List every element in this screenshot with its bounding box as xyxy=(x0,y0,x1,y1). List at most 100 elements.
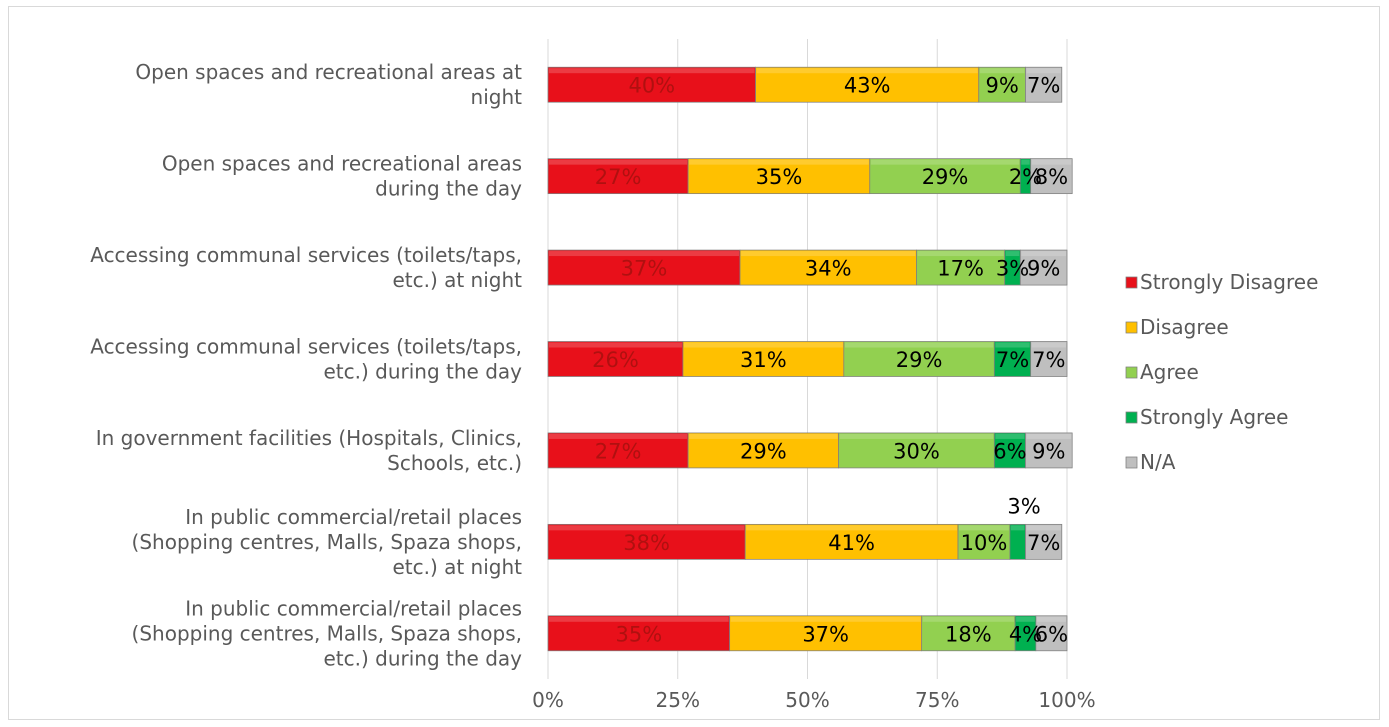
category-label: (Shopping centres, Malls, Spaza shops, xyxy=(132,621,522,645)
bar-highlight xyxy=(1021,159,1030,165)
category-label: Open spaces and recreational areas at xyxy=(135,60,522,84)
chart-frame: 0% 25% 50% 75% 100% 40% 43% 9% 7% Open spaces an… xyxy=(8,6,1380,720)
bar-highlight xyxy=(995,433,1025,439)
bar-segment xyxy=(843,341,995,377)
bar-segment xyxy=(978,66,1026,103)
bar-segment xyxy=(993,341,1032,377)
bar-highlight xyxy=(844,342,994,348)
x-tick-label: 25% xyxy=(656,688,700,712)
data-label: 43% xyxy=(844,74,891,98)
category-label: Accessing communal services (toilets/tap… xyxy=(90,335,522,359)
legend-entry: Disagree xyxy=(1140,315,1229,339)
bar-segment xyxy=(547,66,756,103)
x-tick-label: 0% xyxy=(532,688,564,712)
bar-segment xyxy=(916,249,1006,286)
legend-entry: Agree xyxy=(1140,360,1199,384)
data-label: 27% xyxy=(595,439,642,463)
stacked-bar-chart: 0% 25% 50% 75% 100% 40% 43% 9% 7% Open spaces an… xyxy=(90,39,1318,712)
bar-highlight xyxy=(1031,159,1072,165)
category-label: night xyxy=(471,85,523,109)
bar-highlight xyxy=(689,433,838,439)
category-label: Open spaces and recreational areas xyxy=(162,152,522,176)
data-label: 7% xyxy=(1027,74,1060,98)
bar-highlight xyxy=(756,68,978,74)
bar-highlight xyxy=(549,525,745,531)
category-label: during the day xyxy=(375,177,522,201)
bar-highlight xyxy=(1005,251,1020,257)
bar-segment xyxy=(869,158,1021,195)
bar-segment xyxy=(547,432,689,469)
legend-entry: Strongly Disagree xyxy=(1140,270,1318,294)
legend-swatch xyxy=(1125,321,1138,334)
data-label: 3% xyxy=(996,257,1029,281)
data-label: 10% xyxy=(961,531,1008,555)
bar-highlight xyxy=(1026,68,1061,74)
bar-segment xyxy=(729,615,923,652)
bar-highlight xyxy=(549,159,688,165)
data-label: 2% xyxy=(1009,165,1042,189)
bar-segment xyxy=(957,523,1011,560)
data-label: 35% xyxy=(615,622,662,646)
data-label: 29% xyxy=(740,439,787,463)
bar-highlight xyxy=(979,68,1025,74)
bar-highlight xyxy=(683,342,843,348)
category-label: Accessing communal services (toilets/tap… xyxy=(90,243,522,267)
bar-highlight xyxy=(1010,525,1025,531)
bar-segment xyxy=(744,523,959,560)
bar-segment xyxy=(1030,341,1068,377)
legend-swatch xyxy=(1125,456,1138,469)
bar-segment xyxy=(1035,615,1068,652)
x-tick-label: 50% xyxy=(785,688,829,712)
bar-segment xyxy=(547,341,684,377)
bar-segment xyxy=(547,523,746,560)
data-label: 4% xyxy=(1009,622,1042,646)
bar-segment xyxy=(547,615,731,652)
category-label: (Shopping centres, Malls, Spaza shops, xyxy=(132,530,522,554)
bar-segment xyxy=(1025,432,1073,469)
legend-swatch xyxy=(1125,276,1138,289)
legend-entry: Strongly Agree xyxy=(1140,405,1288,429)
data-label: 3% xyxy=(1007,494,1040,518)
bar-highlight xyxy=(995,342,1030,348)
bar-segment xyxy=(921,615,1016,652)
data-label: 9% xyxy=(1027,257,1060,281)
data-label: 37% xyxy=(621,257,668,281)
category-label: etc.) at night xyxy=(392,268,522,292)
bar-highlight xyxy=(730,616,921,622)
bar-segment xyxy=(1030,158,1073,195)
bar-highlight xyxy=(839,433,994,439)
bar-highlight xyxy=(1016,616,1035,622)
legend-entry: N/A xyxy=(1140,450,1176,474)
bar-highlight xyxy=(959,525,1009,531)
data-label: 7% xyxy=(1027,531,1060,555)
bar-segment xyxy=(838,432,995,469)
data-label: 8% xyxy=(1035,165,1068,189)
bar-highlight xyxy=(746,525,958,531)
category-label: etc.) at night xyxy=(392,555,522,579)
x-tick-label: 75% xyxy=(915,688,959,712)
data-label: 7% xyxy=(1032,348,1065,372)
data-label: 18% xyxy=(945,622,992,646)
bar-highlight xyxy=(1026,525,1061,531)
bar-highlight xyxy=(1036,616,1066,622)
category-label: In government facilities (Hospitals, Cli… xyxy=(96,426,522,450)
category-label: Schools, etc.) xyxy=(387,451,522,475)
data-label: 29% xyxy=(922,165,969,189)
data-label: 37% xyxy=(802,622,849,646)
legend-swatch xyxy=(1125,366,1138,379)
bar-highlight xyxy=(549,342,682,348)
bar-segment xyxy=(682,341,845,377)
data-label: 34% xyxy=(805,257,852,281)
bar-segment xyxy=(687,432,840,469)
data-label: 26% xyxy=(592,348,639,372)
data-label: 9% xyxy=(985,74,1018,98)
bar-highlight xyxy=(549,433,688,439)
data-label: 6% xyxy=(1035,622,1068,646)
bar-segment xyxy=(755,66,980,103)
category-label: etc.) during the day xyxy=(323,360,522,384)
data-label: 29% xyxy=(896,348,943,372)
bar-highlight xyxy=(917,251,1004,257)
data-label: 40% xyxy=(628,74,675,98)
bar-highlight xyxy=(1031,342,1066,348)
x-tick-label: 100% xyxy=(1038,688,1095,712)
